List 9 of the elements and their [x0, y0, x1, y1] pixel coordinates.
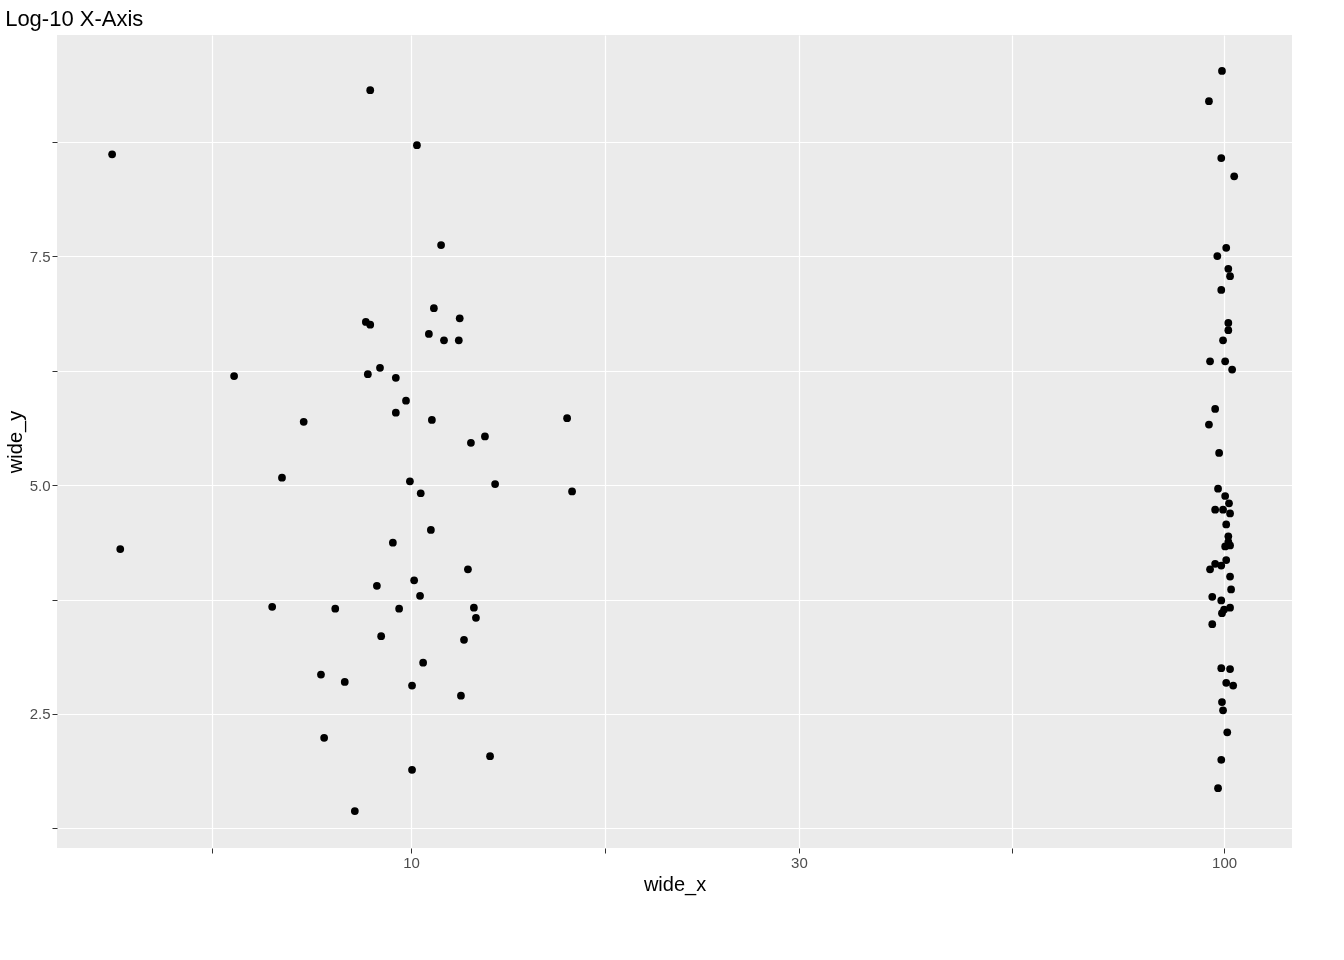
- x-axis-title: wide_x: [642, 872, 707, 896]
- chart-title: Log-10 X-Axis: [5, 6, 144, 31]
- y-tick-label: 7.5: [29, 247, 51, 265]
- y-tick-label: 5.0: [29, 476, 51, 494]
- x-tick-label: 100: [1212, 853, 1238, 871]
- x-tick-label: 10: [403, 853, 420, 871]
- y-axis-title: wide_y: [3, 410, 27, 475]
- x-tick-label: 30: [791, 853, 808, 871]
- y-tick-label: 2.5: [29, 705, 51, 723]
